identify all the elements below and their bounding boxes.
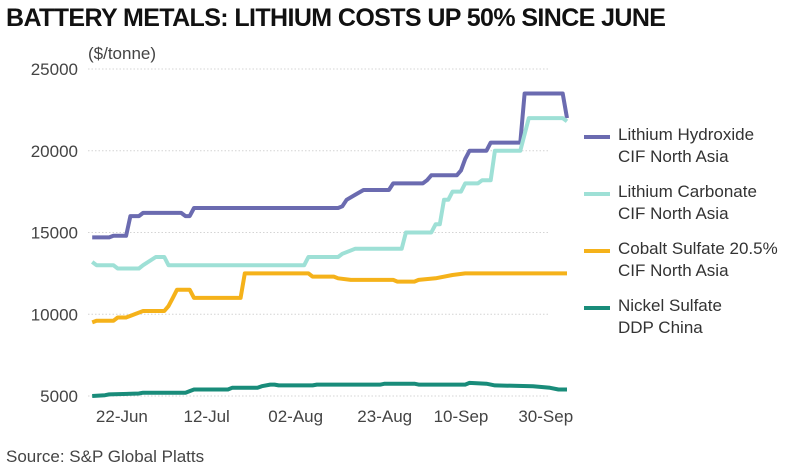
legend-label: CIF North Asia — [618, 147, 729, 166]
series-line-3 — [91, 271, 567, 325]
y-axis-unit-label: ($/tonne) — [88, 44, 157, 63]
legend-item: Cobalt Sulfate 20.5% CIF North Asia — [584, 238, 808, 282]
x-tick-label: 22-Jun — [96, 407, 148, 426]
series-line-4 — [92, 380, 567, 398]
legend-item: Nickel Sulfate DDP China — [584, 295, 808, 339]
y-tick-label: 5000 — [40, 387, 78, 406]
series-line-2 — [90, 116, 569, 271]
x-tick-label: 02-Aug — [268, 407, 323, 426]
y-tick-label: 20000 — [31, 142, 78, 161]
legend-swatch — [584, 306, 610, 310]
legend-swatch — [584, 249, 610, 253]
y-tick-label: 10000 — [31, 305, 78, 324]
y-tick-label: 15000 — [31, 224, 78, 243]
x-tick-label: 10-Sep — [434, 407, 489, 426]
x-tick-label: 30-Sep — [518, 407, 573, 426]
chart-title: BATTERY METALS: LITHIUM COSTS UP 50% SIN… — [6, 4, 666, 32]
series-line-1 — [92, 91, 569, 240]
legend-label: Nickel Sulfate — [618, 296, 722, 315]
legend-item: Lithium Hydroxide CIF North Asia — [584, 124, 808, 168]
legend: Lithium Hydroxide CIF North Asia Lithium C… — [584, 124, 808, 352]
legend-label: Lithium Carbonate — [618, 182, 757, 201]
legend-label: Cobalt Sulfate 20.5% — [618, 239, 778, 258]
legend-swatch — [584, 135, 610, 139]
legend-label: DDP China — [618, 318, 703, 337]
legend-swatch — [584, 192, 610, 196]
y-tick-label: 25000 — [31, 60, 78, 79]
legend-label: CIF North Asia — [618, 204, 729, 223]
legend-label: CIF North Asia — [618, 261, 729, 280]
source-note: Source: S&P Global Platts — [6, 447, 205, 466]
x-tick-label: 12-Jul — [184, 407, 230, 426]
legend-label: Lithium Hydroxide — [618, 125, 755, 144]
legend-item: Lithium Carbonate CIF North Asia — [584, 181, 808, 225]
x-tick-label: 23-Aug — [357, 407, 412, 426]
